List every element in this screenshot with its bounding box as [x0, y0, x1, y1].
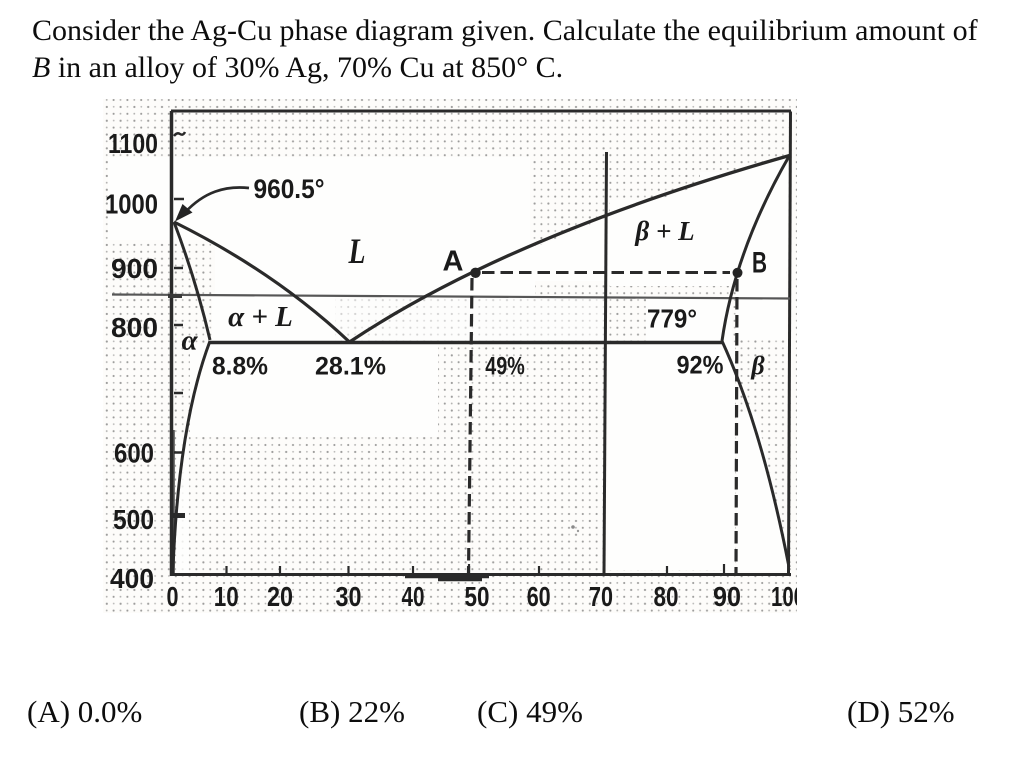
svg-text:B: B — [752, 247, 767, 280]
svg-text:α + L: α + L — [228, 301, 293, 333]
svg-text:100: 100 — [771, 581, 797, 612]
svg-text:20: 20 — [267, 581, 293, 612]
svg-text:50: 50 — [465, 581, 490, 612]
svg-text:90: 90 — [713, 581, 741, 612]
svg-text:10: 10 — [214, 581, 239, 612]
svg-text:1000: 1000 — [105, 189, 158, 220]
svg-text:A: A — [443, 246, 464, 278]
svg-text:α: α — [181, 325, 198, 357]
svg-text:L: L — [348, 231, 366, 271]
svg-text:β: β — [750, 351, 765, 380]
svg-text:70: 70 — [589, 581, 613, 612]
svg-text:960.5°: 960.5° — [254, 174, 325, 204]
svg-text:80: 80 — [654, 581, 679, 612]
svg-text:30: 30 — [336, 581, 362, 612]
svg-text:400: 400 — [110, 563, 154, 594]
svg-text:600: 600 — [114, 438, 154, 469]
svg-text:49%: 49% — [485, 353, 525, 381]
svg-text:8.8%: 8.8% — [212, 353, 268, 381]
svg-text:800: 800 — [111, 312, 158, 343]
svg-text:500: 500 — [113, 504, 154, 535]
svg-text:92%: 92% — [677, 352, 724, 380]
svg-text:1100: 1100 — [108, 128, 158, 159]
svg-text:900: 900 — [111, 253, 158, 284]
svg-text:779°: 779° — [647, 304, 697, 334]
svg-text:β + L: β + L — [634, 216, 694, 246]
svg-text:28.1%: 28.1% — [315, 353, 386, 381]
svg-text:40: 40 — [402, 581, 425, 612]
svg-text:0: 0 — [167, 581, 179, 612]
svg-text:60: 60 — [527, 581, 551, 612]
